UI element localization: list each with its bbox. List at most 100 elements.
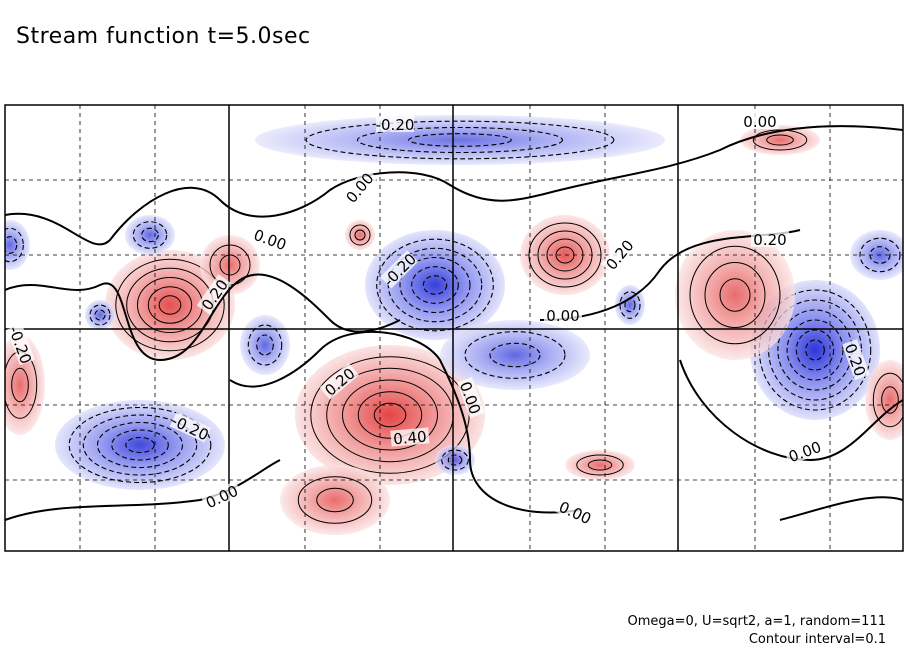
minor-blob-15-contour-ring	[766, 134, 794, 146]
zero-contour-4	[5, 459, 281, 521]
contour-label-bg	[841, 339, 870, 381]
contour-label: 0.40	[393, 428, 428, 449]
minor-blob-14-contour-ring	[441, 449, 469, 471]
minor-blob-4-contour-ring	[316, 487, 354, 513]
minor-blob-9	[5, 220, 30, 270]
minor-blob-2-contour-ring	[256, 334, 274, 356]
minor-blob-10-contour-ring	[141, 227, 159, 243]
contour-label: 0.00	[251, 226, 289, 254]
contour-label-bg	[784, 437, 826, 466]
contour-label-bg	[200, 480, 243, 512]
contour-interval-caption: Contour interval=0.1	[748, 632, 886, 647]
minor-blob-12	[85, 300, 115, 330]
minor-blob-15	[740, 125, 820, 155]
minor-blob-8-contour-ring	[872, 372, 903, 428]
feature-upper-jet-contour-ring	[356, 126, 564, 154]
minor-blob-11-contour-ring	[354, 229, 366, 241]
feature-right-high-contour-ring	[689, 245, 781, 345]
minor-blob-6-contour-ring	[11, 367, 29, 403]
feature-right-low-contour-ring	[805, 339, 825, 361]
feature-lower-left-low-contour-ring	[82, 414, 198, 476]
zero-contour-1	[5, 125, 903, 246]
contour-label: 0.00	[203, 482, 241, 512]
zero-contour-7	[779, 496, 903, 521]
feature-lower-left-low-contour-ring	[68, 406, 212, 484]
contour-label-bg	[169, 411, 212, 443]
feature-upper-jet-contour-ring	[408, 133, 512, 147]
minor-blob-9-contour-ring	[5, 236, 18, 254]
contour-label: 0.00	[786, 438, 824, 466]
feature-lower-left-low-contour-ring	[111, 429, 169, 461]
minor-blob-1	[440, 320, 590, 390]
zero-contour-3	[229, 330, 581, 514]
feature-right-high	[675, 230, 795, 360]
feature-lower-left-low-contour-ring	[125, 436, 155, 454]
feature-center-low-contour-ring	[399, 256, 471, 314]
feature-right-low-contour-ring	[786, 319, 844, 381]
minor-blob-1-contour-ring	[464, 331, 566, 379]
contour-label: -0.20	[376, 116, 415, 134]
contour-label-bg	[376, 116, 414, 132]
contour-label-bg	[340, 167, 378, 208]
contour-label-bg	[741, 113, 779, 129]
contour-label-bg	[249, 225, 291, 254]
feature-right-low-contour-ring	[768, 299, 862, 401]
zero-contour-2	[5, 273, 401, 362]
feature-center-high-contour-ring	[373, 402, 407, 428]
parameters-caption: Omega=0, U=sqrt2, a=1, random=111	[627, 614, 886, 629]
zero-contour-6	[679, 359, 903, 462]
minor-blob-11-contour-ring	[349, 224, 371, 246]
minor-blob-12-contour-ring	[89, 304, 111, 326]
feature-lower-left-low-contour-ring	[96, 421, 184, 469]
contour-label: 0.00	[743, 113, 776, 131]
feature-left-high	[105, 250, 235, 360]
minor-blob-7	[850, 230, 903, 280]
minor-blob-14-contour-ring	[447, 454, 463, 466]
feature-center-high-contour-ring	[357, 391, 423, 439]
feature-center-low-contour-ring	[422, 275, 448, 295]
feature-upper-jet-contour-ring	[305, 120, 615, 160]
contour-label-bg	[390, 427, 430, 447]
contour-label-bg	[544, 307, 582, 323]
field-layer	[5, 115, 903, 535]
feature-center-high-contour-ring	[342, 379, 438, 451]
minor-blob-5-contour-ring	[587, 459, 613, 471]
minor-blob-8	[865, 360, 903, 440]
feature-right-low-contour-ring	[758, 289, 872, 411]
minor-blob-1-contour-ring	[489, 342, 541, 368]
feature-right-low-contour-ring	[795, 329, 835, 371]
feature-left-high-contour-ring	[158, 295, 182, 315]
minor-blob-3	[615, 285, 645, 325]
contour-label-bg	[319, 362, 360, 400]
contour-label-bg	[196, 274, 232, 315]
minor-blob-2	[240, 315, 290, 375]
minor-blob-9-contour-ring	[5, 227, 24, 263]
feature-lower-left-low	[55, 400, 225, 490]
minor-blob-10-contour-ring	[132, 221, 168, 249]
contour-label-bg	[456, 377, 485, 419]
feature-center-low-contour-ring	[376, 238, 494, 332]
grid-layer	[5, 105, 903, 551]
plot-frame	[4, 104, 904, 552]
feature-left-high-contour-ring	[147, 286, 193, 324]
minor-blob-5	[565, 450, 635, 480]
feature-right-high-contour-ring	[704, 262, 766, 328]
minor-blob-12-contour-ring	[94, 309, 106, 321]
minor-blob-2-contour-ring	[247, 324, 283, 366]
contour-label-bg	[380, 250, 419, 289]
minor-blob-6	[5, 335, 45, 435]
feature-center-low-contour-ring	[411, 266, 459, 304]
contour-label: 0.00	[546, 307, 579, 325]
feature-upper-jet	[255, 115, 665, 165]
minor-blob-10	[125, 215, 175, 255]
minor-blob-5-contour-ring	[576, 454, 624, 476]
minor-blob-14	[435, 445, 475, 475]
contour-label: 0.00	[556, 498, 594, 528]
contour-label-bg	[600, 234, 638, 275]
minor-blob-8-contour-ring	[881, 386, 899, 414]
feature-left-high-contour-ring	[115, 258, 225, 352]
contour-label-bg	[554, 496, 597, 528]
contour-label: 0.20	[753, 231, 786, 249]
contour-label-bg	[6, 324, 35, 366]
